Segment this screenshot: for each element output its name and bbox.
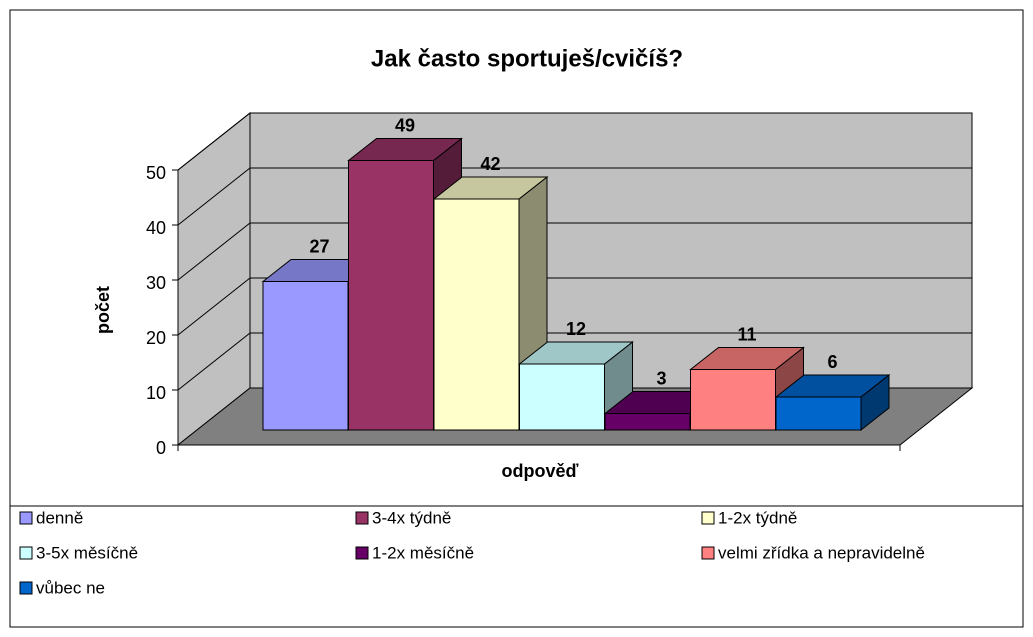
value-label: 6	[827, 352, 837, 372]
bar	[348, 160, 434, 431]
y-tick-label: 50	[146, 163, 166, 183]
bar	[775, 396, 862, 431]
legend-swatch	[19, 581, 33, 595]
legend-label: denně	[36, 508, 83, 527]
legend-swatch	[355, 546, 369, 560]
y-tick-label: 10	[146, 383, 166, 403]
legend-label: velmi zřídka a nepravidelně	[718, 543, 925, 562]
grid-line	[177, 222, 972, 281]
y-tick-label: 20	[146, 328, 166, 348]
legend-swatch	[701, 511, 715, 525]
y-axis-label: počet	[93, 286, 113, 334]
legend-label: 1-2x týdně	[718, 508, 797, 527]
y-tick-label: 30	[146, 273, 166, 293]
grid-line	[177, 112, 972, 171]
value-label: 12	[566, 319, 586, 339]
y-tick-label: 0	[156, 438, 166, 458]
chart-title: Jak často sportuješ/cvičíš?	[371, 45, 683, 72]
legend-swatch	[19, 546, 33, 560]
value-label: 49	[395, 115, 415, 135]
legend-label: 1-2x měsíčně	[372, 543, 474, 562]
y-tick-label: 40	[146, 218, 166, 238]
legend-label: vůbec ne	[36, 578, 105, 597]
bar	[690, 369, 776, 431]
grid-line	[177, 277, 972, 336]
value-label: 11	[737, 324, 756, 344]
legend-box	[9, 505, 1024, 628]
legend-swatch	[355, 511, 369, 525]
x-axis-label: odpověď	[502, 461, 579, 481]
side-wall	[177, 111, 251, 447]
value-label: 27	[309, 236, 329, 256]
bar	[433, 198, 520, 431]
value-label: 42	[480, 154, 500, 174]
bar	[262, 281, 349, 431]
legend-swatch	[19, 511, 33, 525]
grid-line	[177, 167, 972, 226]
legend-label: 3-5x měsíčně	[36, 543, 138, 562]
value-label: 3	[656, 368, 666, 388]
grid-line	[177, 332, 972, 391]
bar	[604, 413, 691, 431]
legend-swatch	[701, 546, 715, 560]
legend-label: 3-4x týdně	[372, 508, 451, 527]
bar	[519, 363, 605, 431]
